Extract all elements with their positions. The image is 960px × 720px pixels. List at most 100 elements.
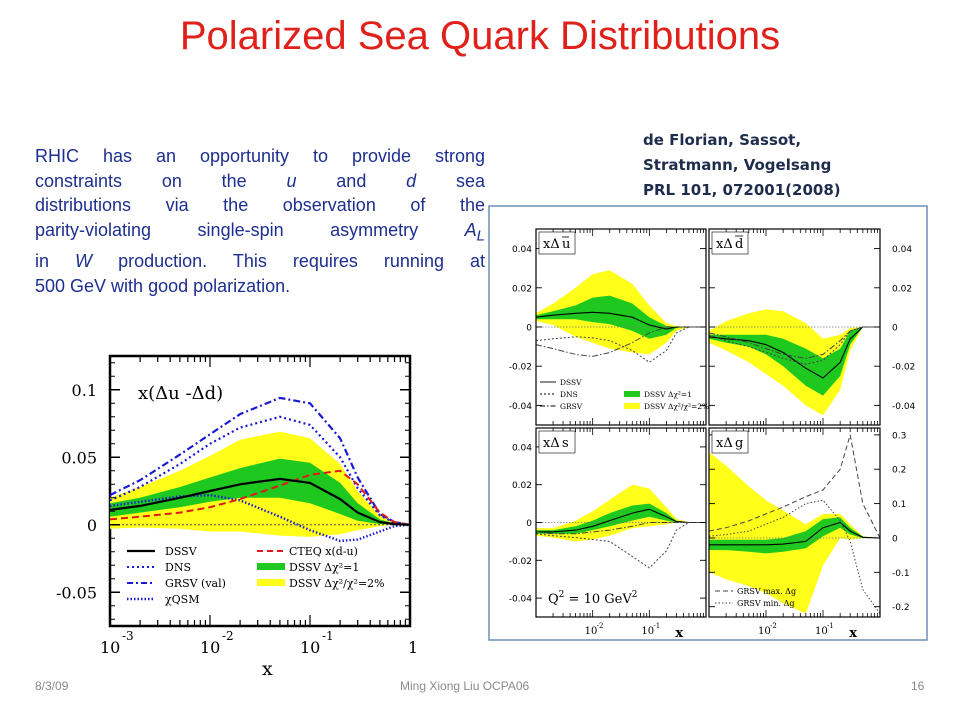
panel-label-text: xΔ [716, 237, 733, 252]
legend-label: CTEQ x(d-u) [289, 545, 358, 558]
panel-label: xΔ g [711, 430, 749, 454]
legend-swatch [257, 563, 285, 570]
y-tick-label: 0.1 [892, 500, 906, 510]
slide-title: Polarized Sea Quark Distributions [179, 14, 781, 58]
series-grsv [535, 522, 706, 535]
y-tick-label: 0.04 [892, 245, 912, 255]
footer-page-number: 16 [911, 679, 925, 693]
reference-citation: de Florian, Sassot, Stratmann, Vogelsang… [643, 128, 841, 203]
band-dssv-chi2-1 [110, 458, 410, 525]
panel-legend: DSSV DNS GRSV DSSV Δχ²=1 DSSV Δχ²/χ²=2% [540, 378, 709, 411]
series-dssv [536, 508, 706, 533]
series-grsv [708, 326, 880, 359]
legend-label: DNS [165, 561, 191, 574]
y-tick-label: 0.2 [892, 466, 906, 476]
legend-label: GRSV (val) [165, 577, 226, 590]
sea-asymmetry-chart: 0.1 0.05 0 -0.05 x(Δu -Δd) DSSV DNS GRSV (val… [56, 354, 418, 680]
panel-label: xΔ d [711, 231, 749, 255]
paragraph-line-1: RHIC has an opportunity to provide stron… [35, 146, 485, 166]
series-dssv [709, 521, 881, 546]
y-tick-label: -0.04 [892, 402, 916, 412]
legend-label: DSSV [165, 545, 198, 558]
y-tick-label: 0 [892, 324, 898, 334]
series-dns [535, 326, 706, 363]
legend-swatch [624, 391, 640, 397]
legend-swatch [624, 403, 640, 409]
x-tick-label: 10 [200, 638, 220, 657]
x-tick-label-exponent: -1 [653, 622, 660, 630]
y-tick-label: -0.02 [509, 363, 532, 373]
x-tick-label: 10 [100, 638, 120, 657]
legend-label: DNS [560, 390, 578, 399]
panel-label: xΔ u [538, 231, 576, 255]
x-axis-label: x [675, 626, 683, 641]
panel-label: xΔ s [538, 430, 576, 454]
panel-x-delta-d: 0.04 0.02 0 -0.02 -0.04 xΔ d [708, 228, 916, 426]
panel-label-text: xΔ [543, 436, 560, 451]
y-tick-label: -0.02 [509, 557, 532, 567]
x-tick-label: 10 [758, 626, 771, 637]
legend-label: GRSV [560, 402, 583, 411]
y-tick-label: -0.04 [509, 402, 533, 412]
panel-label-quark: d [735, 237, 743, 252]
panel-label-box [711, 430, 749, 454]
reference-line-3: PRL 101, 072001(2008) [643, 181, 841, 199]
panel-x-delta-u: 0.04 0.02 0 -0.02 -0.04 xΔ u [509, 228, 707, 426]
x-tick-label-exponent: -2 [597, 622, 604, 630]
series-qsm [109, 493, 411, 543]
x-tick-label-exponent: -3 [122, 629, 134, 643]
y-tick-label: 0.02 [512, 481, 532, 491]
y-tick-label: 0.02 [892, 284, 912, 294]
legend-label: χQSM [165, 593, 199, 606]
band-yellow [709, 452, 880, 614]
y-tick-label: 0 [892, 534, 898, 544]
y-tick-label: 0 [526, 324, 532, 334]
x-tick-label-exponent: -2 [222, 629, 234, 643]
panel-frame [708, 427, 881, 618]
legend-label: GRSV max. Δg [737, 587, 796, 596]
panel-label-quark: g [735, 436, 743, 451]
x-tick-label: 1 [408, 638, 418, 657]
x-tick-label-exponent: -1 [322, 629, 334, 643]
panel-label-box [538, 430, 576, 454]
legend-label: DSSV Δχ²/χ²=2% [289, 577, 385, 590]
chart-annotation: x(Δu -Δd) [138, 383, 223, 404]
paragraph-line-6: 500 GeV with good polarization. [35, 275, 291, 296]
legend-label: GRSV min. Δg [737, 599, 795, 608]
paragraph-line-2: constraints on the u and d sea [35, 170, 485, 191]
x-tick-label: 10 [641, 626, 654, 637]
series-grsv-max-g [708, 434, 881, 539]
reference-line-2: Stratmann, Vogelsang [643, 156, 832, 174]
series-dssv [708, 326, 880, 379]
description-paragraph: RHIC has an opportunity to provide stron… [35, 144, 485, 298]
y-tick-label: 0 [87, 516, 97, 535]
x-tick-label: 10 [815, 626, 828, 637]
y-tick-label: 0 [526, 519, 532, 529]
legend-label: DSSV Δχ²=1 [644, 390, 692, 399]
paragraph-line-5: in W production. This requires running a… [35, 250, 485, 271]
legend-swatch [257, 579, 285, 586]
legend-label: DSSV [560, 378, 582, 387]
panel-label-quark: u [562, 237, 570, 252]
legend-label: DSSV Δχ²/χ²=2% [644, 402, 709, 411]
paragraph-line-3: distributions via the observation of the [35, 195, 485, 216]
y-tick-label: 0.1 [72, 381, 97, 400]
panel-label-box [538, 231, 576, 255]
panel-label-quark: s [562, 436, 569, 451]
y-tick-label: -0.2 [892, 603, 910, 613]
y-tick-label: -0.04 [509, 595, 533, 605]
y-tick-label: 0.04 [512, 245, 532, 255]
y-tick-label: 0.04 [512, 443, 532, 453]
x-tick-label-exponent: -1 [827, 622, 834, 630]
y-tick-label: -0.05 [56, 583, 97, 602]
y-tick-label: 0.3 [892, 431, 906, 441]
series-grsv-min-g [708, 499, 881, 614]
x-tick-label-exponent: -2 [770, 622, 777, 630]
panel-label-box [711, 231, 749, 255]
x-axis-label: x [849, 626, 857, 641]
y-tick-label: 0.05 [61, 448, 97, 467]
x-tick-label: 10 [585, 626, 598, 637]
series-dns [708, 326, 880, 365]
reference-line-1: de Florian, Sassot, [643, 131, 802, 149]
